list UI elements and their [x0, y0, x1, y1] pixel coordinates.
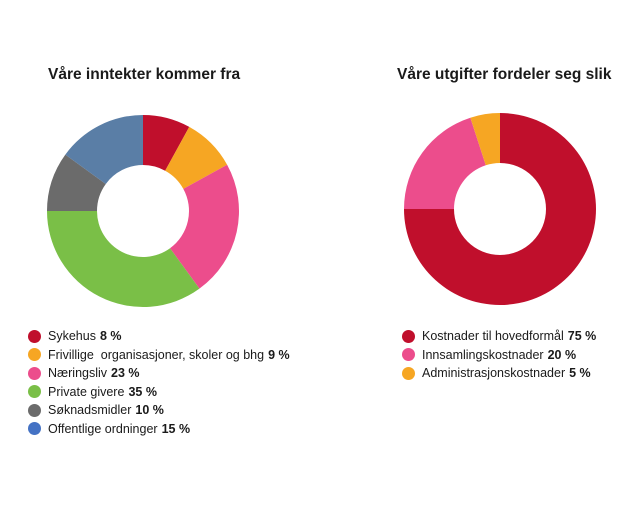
income-slice-4 [47, 154, 106, 211]
income-slice-2 [170, 164, 239, 289]
income-legend-swatch [28, 329, 41, 343]
income-chart: Våre inntekter kommer fra Sykehus 8 % Friv… [28, 66, 290, 438]
income-legend-swatch [28, 422, 41, 436]
expense-chart-title: Våre utgifter fordeler seg slik [397, 66, 612, 83]
income-legend-label: Offentlige ordninger [48, 421, 158, 436]
income-legend-label: Næringsliv [48, 366, 108, 381]
income-legend-item: Frivillige organisasjoner, skoler og bhg… [28, 346, 290, 365]
expense-slice-1 [404, 117, 486, 209]
expense-chart: Våre utgifter fordeler seg slik Kostnade… [317, 0, 634, 509]
expense-legend-label: Kostnader til hovedformål [422, 329, 564, 344]
income-legend-label: Private givere [48, 384, 125, 399]
income-legend-value: 35 % [128, 384, 157, 399]
income-legend-item: Sykehus 8 % [28, 327, 290, 346]
income-chart-title: Våre inntekter kommer fra [48, 66, 241, 83]
expense-legend-swatch [402, 348, 415, 362]
income-legend: Sykehus 8 % Frivillige organisasjoner, sko… [28, 327, 290, 438]
expense-donut [404, 113, 596, 305]
income-legend-label: Sykehus [48, 329, 96, 344]
expense-legend-label: Administrasjonskostnader [422, 366, 566, 381]
income-legend-item: Offentlige ordninger 15 % [28, 420, 290, 439]
income-legend-value: 23 % [111, 366, 140, 381]
income-legend-item: Private givere 35 % [28, 383, 290, 402]
income-legend-swatch [28, 348, 41, 362]
income-legend-swatch [28, 366, 41, 380]
expense-legend-item: Innsamlingskostnader 20 % [402, 346, 596, 365]
expense-legend-value: 20 % [547, 347, 577, 362]
income-slice-3 [47, 211, 200, 307]
expense-legend-value: 5 % [569, 366, 591, 381]
expense-legend-label: Innsamlingskostnader [422, 347, 544, 362]
expense-legend-swatch [402, 329, 415, 343]
income-slice-5 [65, 115, 143, 184]
income-legend-item: Næringsliv 23 % [28, 364, 290, 383]
income-donut [47, 115, 239, 307]
income-legend-label: Frivillige organisasjoner, skoler og bhg [48, 347, 265, 362]
income-legend-value: 15 % [161, 421, 191, 436]
income-legend-label: Søknadsmidler [48, 403, 132, 418]
income-legend-value: 9 % [268, 347, 290, 362]
income-legend-value: 10 % [135, 403, 164, 418]
expense-slice-0 [404, 113, 596, 305]
expense-legend: Kostnader til hovedformål 75 % Innsamlings… [402, 327, 596, 383]
expense-legend-swatch [402, 366, 415, 380]
income-legend-value: 8 % [99, 329, 122, 344]
expense-legend-item: Administrasjonskostnader 5 % [402, 364, 596, 383]
expense-legend-value: 75 % [567, 329, 597, 344]
income-slice-0 [143, 115, 190, 171]
income-legend-swatch [28, 385, 41, 399]
income-legend-swatch [28, 403, 41, 417]
expense-slice-2 [470, 113, 500, 166]
income-slice-1 [165, 126, 228, 189]
expense-legend-item: Kostnader til hovedformål 75 % [402, 327, 596, 346]
income-legend-item: Søknadsmidler 10 % [28, 401, 290, 420]
